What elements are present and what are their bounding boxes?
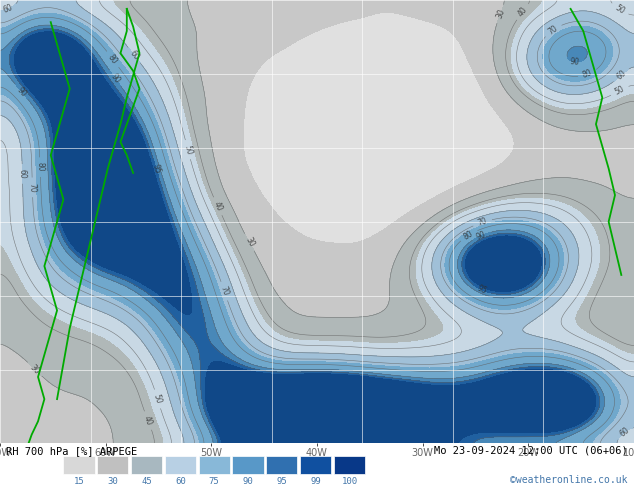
Bar bbox=[334, 456, 365, 474]
Text: 30: 30 bbox=[107, 477, 118, 486]
Text: 60: 60 bbox=[127, 49, 141, 62]
Text: 60: 60 bbox=[175, 477, 186, 486]
Bar bbox=[165, 456, 196, 474]
Text: 90: 90 bbox=[570, 57, 580, 67]
Text: 95: 95 bbox=[276, 477, 287, 486]
Text: 90: 90 bbox=[243, 477, 254, 486]
Text: Mo 23-09-2024 12:00 UTC (06+06): Mo 23-09-2024 12:00 UTC (06+06) bbox=[434, 446, 628, 456]
Bar bbox=[63, 456, 94, 474]
Text: 80: 80 bbox=[462, 229, 476, 242]
Text: 70: 70 bbox=[476, 217, 489, 228]
Text: 100: 100 bbox=[341, 477, 358, 486]
Text: 60: 60 bbox=[614, 69, 628, 82]
Text: 50: 50 bbox=[613, 84, 626, 97]
Bar bbox=[233, 456, 264, 474]
Bar bbox=[131, 456, 162, 474]
Text: 30: 30 bbox=[28, 363, 41, 376]
Text: ©weatheronline.co.uk: ©weatheronline.co.uk bbox=[510, 475, 628, 485]
Text: 60: 60 bbox=[18, 169, 27, 179]
Text: 95: 95 bbox=[150, 163, 162, 174]
Text: 70: 70 bbox=[547, 24, 560, 37]
Text: 90: 90 bbox=[15, 85, 28, 98]
Text: 40: 40 bbox=[516, 5, 529, 19]
Text: 80: 80 bbox=[107, 53, 119, 66]
Text: 90: 90 bbox=[476, 229, 488, 242]
Text: 99: 99 bbox=[310, 477, 321, 486]
Text: 90: 90 bbox=[108, 72, 122, 85]
Text: 30: 30 bbox=[495, 8, 507, 20]
Text: 40: 40 bbox=[212, 200, 224, 213]
Text: 50: 50 bbox=[613, 3, 626, 16]
Text: 95: 95 bbox=[476, 284, 488, 296]
Text: 80: 80 bbox=[36, 162, 45, 172]
Text: RH 700 hPa [%] ARPEGE: RH 700 hPa [%] ARPEGE bbox=[6, 446, 138, 456]
Text: 50: 50 bbox=[152, 393, 164, 405]
Bar bbox=[97, 456, 128, 474]
Text: 70: 70 bbox=[219, 285, 230, 297]
Text: 15: 15 bbox=[74, 477, 84, 486]
Text: 50: 50 bbox=[183, 144, 193, 155]
Bar bbox=[300, 456, 331, 474]
Bar bbox=[266, 456, 297, 474]
Text: 40: 40 bbox=[142, 415, 154, 427]
Text: 70: 70 bbox=[28, 182, 37, 193]
Text: 45: 45 bbox=[141, 477, 152, 486]
Text: 60: 60 bbox=[618, 426, 631, 439]
Text: 30: 30 bbox=[243, 236, 256, 249]
Bar bbox=[198, 456, 230, 474]
Text: 75: 75 bbox=[209, 477, 219, 486]
Text: 80: 80 bbox=[581, 68, 593, 80]
Text: 60: 60 bbox=[2, 3, 14, 15]
